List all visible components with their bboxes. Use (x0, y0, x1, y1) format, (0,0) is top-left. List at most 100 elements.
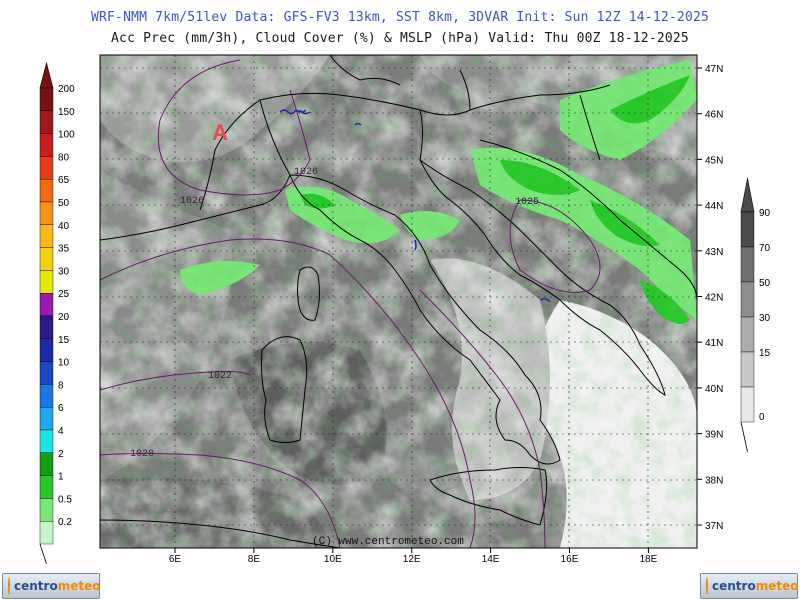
precip-color-swatch (39, 475, 54, 499)
cloud-color-swatch (740, 351, 755, 388)
cloud-scale-label: 50 (759, 278, 771, 289)
precip-scale-label: 10 (58, 358, 70, 369)
cloud-cover-scale: 90 70 50 30 15 0 (740, 177, 771, 453)
latitude-labels: 47N 46N 45N 44N 43N 42N 41N 40N 39N 38N 37N (697, 64, 723, 532)
precip-scale-label: 65 (58, 175, 70, 186)
precip-color-swatch (39, 293, 54, 317)
cloud-scale-label: 0 (759, 412, 765, 423)
precip-scale-label: 25 (58, 289, 70, 300)
high-pressure-marker: A (212, 120, 228, 145)
precip-scale-label: 40 (58, 221, 70, 232)
lat-label: 43N (705, 247, 723, 258)
precip-scale-label: 80 (58, 152, 70, 163)
precip-color-swatch (39, 361, 54, 385)
precip-scale-label: 4 (58, 426, 64, 437)
cloud-scale-label: 30 (759, 313, 771, 324)
precip-color-swatch (39, 315, 54, 339)
isobar-label: 1026 (180, 196, 204, 207)
lon-label: 6E (169, 554, 182, 565)
precip-scale-label: 8 (58, 380, 64, 391)
lat-label: 40N (705, 384, 723, 395)
precip-scale-label: 30 (58, 266, 70, 277)
isobar-label: 1020 (130, 449, 154, 460)
precip-color-swatch (39, 270, 54, 294)
lat-label: 44N (705, 201, 723, 212)
lat-label: 39N (705, 430, 723, 441)
precip-scale-label: 6 (58, 403, 64, 414)
coastlines-borders (100, 55, 697, 548)
longitude-labels: 6E 8E 10E 12E 14E 16E 18E (169, 548, 658, 565)
lat-label: 37N (705, 521, 723, 532)
isobar-label: 1025 (515, 197, 539, 208)
isobar-1022 (100, 238, 476, 548)
precip-scale-label: 15 (58, 335, 70, 346)
lon-label: 8E (248, 554, 261, 565)
lon-label: 14E (482, 554, 500, 565)
lon-label: 10E (324, 554, 342, 565)
precip-color-swatch (39, 110, 54, 134)
precip-scale-label: 35 (58, 244, 70, 255)
lat-label: 45N (705, 155, 723, 166)
precip-scale-label: 100 (58, 130, 75, 141)
map-frame (99, 54, 698, 549)
precip-color-swatch (39, 452, 54, 476)
precip-color-swatch (39, 521, 54, 545)
isobar-1026 (157, 59, 311, 196)
lon-label: 18E (640, 554, 658, 565)
cloud-color-swatch (740, 246, 755, 283)
precip-scale-label: 2 (58, 449, 64, 460)
isobars (100, 59, 601, 548)
precip-color-swatch (39, 498, 54, 522)
scale-arrow-top (39, 61, 54, 89)
cloud-scale-arrow-top (740, 177, 755, 213)
precip-scale-label: 0.2 (58, 517, 72, 528)
precip-heavy-specks (279, 108, 551, 303)
copyright-text: (C) www.centrometeo.com (312, 536, 464, 548)
lat-lon-grid (100, 55, 697, 548)
isobar-1025 (509, 199, 601, 293)
isobar-1022-west (100, 370, 251, 391)
precip-color-swatch (39, 201, 54, 225)
lat-label: 38N (705, 475, 723, 486)
cloud-scale-label: 70 (759, 243, 771, 254)
precip-scale-label: 150 (58, 107, 75, 118)
lat-label: 47N (705, 64, 723, 75)
isobar-1020 (100, 453, 341, 548)
precip-color-swatch (39, 247, 54, 271)
precip-color-swatch (39, 133, 54, 157)
isobar-inner (419, 289, 546, 548)
precip-scale-label: 0.5 (58, 494, 72, 505)
scale-arrow-bottom (39, 543, 47, 565)
title-line-2: Acc Prec (mm/3h), Cloud Cover (%) & MSLP… (111, 31, 689, 46)
precip-color-swatch (39, 87, 54, 111)
precip-scale-label: 20 (58, 312, 70, 323)
precip-scale-label: 200 (58, 84, 75, 95)
cloud-color-swatch (740, 316, 755, 353)
cloud-color-swatch (740, 211, 755, 248)
cloud-scale-label: 15 (759, 348, 771, 359)
lat-label: 41N (705, 338, 723, 349)
precip-texture (100, 55, 697, 548)
isobar-label: 1022 (208, 371, 232, 382)
centrometeo-logo-left[interactable]: centro meteo (2, 573, 100, 599)
globe-icon (706, 577, 708, 595)
lat-label: 42N (705, 293, 723, 304)
cloud-color-swatch (740, 386, 755, 423)
precip-color-scale: 200 150 100 80 65 50 40 35 30 25 20 15 10 8 6 4 2 1 0.5 0.2 (39, 61, 75, 565)
precip-color-swatch (39, 178, 54, 203)
lon-label: 12E (403, 554, 421, 565)
precip-color-swatch (39, 338, 54, 362)
isobar-label: 1026 (294, 167, 318, 178)
centrometeo-logo-right[interactable]: centro meteo (700, 573, 798, 599)
precip-scale-label: 50 (58, 198, 70, 209)
precip-color-swatch (39, 407, 54, 431)
lon-label: 16E (561, 554, 579, 565)
precip-scale-label: 1 (58, 472, 64, 483)
cloud-scale-arrow-bottom (740, 421, 748, 453)
lat-label: 46N (705, 110, 723, 121)
globe-icon (8, 577, 10, 595)
cloud-scale-label: 90 (759, 208, 771, 219)
precip-color-swatch (39, 156, 54, 180)
precip-color-swatch (39, 384, 54, 408)
